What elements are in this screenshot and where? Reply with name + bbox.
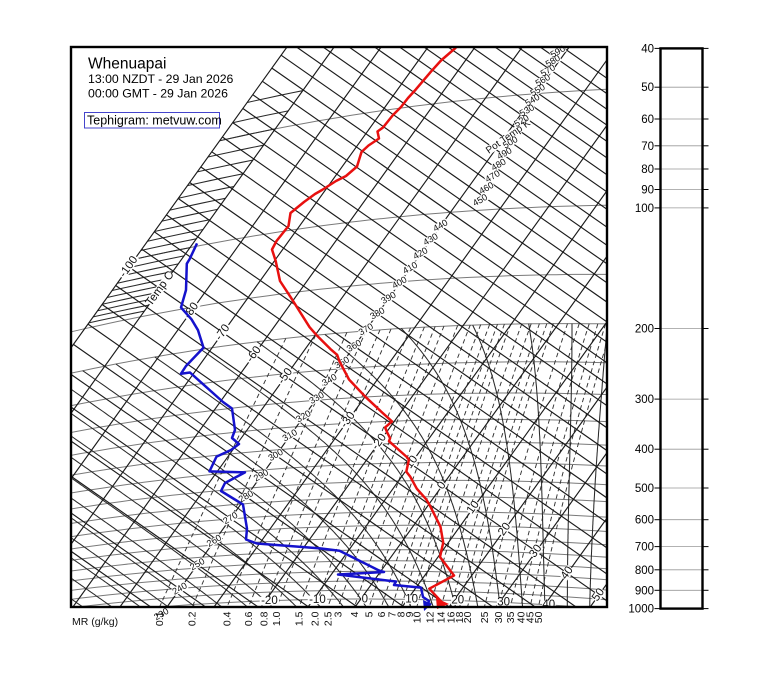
svg-text:9: 9 [404,611,416,617]
svg-text:10: 10 [411,611,423,623]
svg-text:20: 20 [451,595,464,607]
svg-text:2.5: 2.5 [322,611,334,626]
svg-text:50: 50 [533,611,545,623]
svg-text:1.0: 1.0 [271,611,283,626]
svg-text:10: 10 [405,594,418,606]
svg-text:50: 50 [641,82,654,94]
svg-text:0.4: 0.4 [222,611,234,626]
svg-text:60: 60 [641,114,654,126]
svg-text:0.1: 0.1 [154,611,166,626]
svg-text:200: 200 [635,324,654,336]
svg-text:6: 6 [376,611,388,617]
svg-text:Whenuapai: Whenuapai [88,56,166,73]
svg-text:18: 18 [454,611,466,623]
svg-text:80: 80 [641,164,654,176]
svg-text:300: 300 [635,394,654,406]
svg-text:900: 900 [635,585,654,597]
svg-text:3: 3 [333,611,345,617]
svg-text:800: 800 [635,565,654,577]
svg-text:100: 100 [635,203,654,215]
svg-text:-20: -20 [261,595,278,607]
svg-text:500: 500 [635,483,654,495]
svg-text:MR (g/kg): MR (g/kg) [72,616,118,628]
svg-text:0.2: 0.2 [187,611,199,626]
svg-text:35: 35 [505,611,517,623]
svg-text:25: 25 [479,611,491,623]
svg-text:400: 400 [635,444,654,456]
svg-text:40: 40 [542,599,555,611]
svg-text:0.8: 0.8 [259,611,271,626]
svg-text:90: 90 [641,185,654,197]
svg-text:1000: 1000 [628,604,654,616]
svg-text:1.5: 1.5 [294,611,306,626]
svg-text:2.0: 2.0 [310,611,322,626]
svg-text:4: 4 [349,611,361,617]
svg-text:70: 70 [641,141,654,153]
svg-text:Tephigram: metvuw.com: Tephigram: metvuw.com [87,114,222,128]
svg-text:0: 0 [362,593,368,605]
svg-text:-10: -10 [309,594,326,606]
svg-text:00:00 GMT - 29 Jan 2026: 00:00 GMT - 29 Jan 2026 [88,87,228,101]
svg-text:13:00 NZDT - 29 Jan 2026: 13:00 NZDT - 29 Jan 2026 [88,72,234,86]
svg-text:20: 20 [462,611,474,623]
svg-text:14: 14 [436,611,448,623]
svg-text:16: 16 [445,611,457,623]
svg-text:30: 30 [493,611,505,623]
svg-text:600: 600 [635,515,654,527]
svg-text:0.6: 0.6 [243,611,255,626]
svg-text:8: 8 [396,611,408,617]
svg-text:7: 7 [386,611,398,617]
svg-text:12: 12 [424,611,436,623]
svg-text:30: 30 [497,597,510,609]
svg-text:700: 700 [635,542,654,554]
svg-text:40: 40 [515,611,527,623]
svg-text:40: 40 [641,43,654,55]
svg-text:45: 45 [525,611,537,623]
svg-text:5: 5 [364,611,376,617]
